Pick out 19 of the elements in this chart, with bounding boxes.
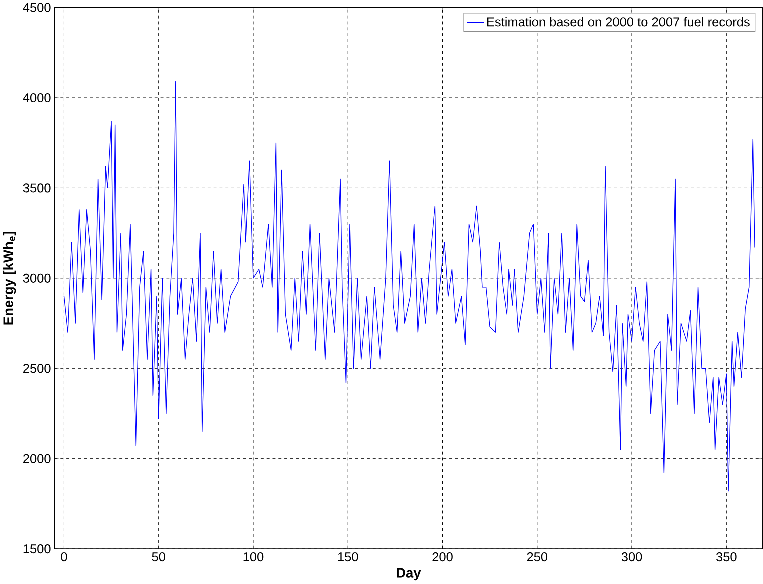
x-tick-label: 350 [716, 552, 737, 562]
y-tick-label: 4500 [23, 3, 51, 12]
x-axis-title: Day [397, 568, 422, 581]
x-tick-label: 50 [152, 552, 166, 562]
y-tick-label: 2000 [24, 454, 51, 464]
x-tick-label: 200 [432, 552, 453, 562]
line-series [64, 81, 756, 492]
x-tick-label: 300 [622, 552, 642, 562]
legend-label: Estimation based on 2000 to 2007 fuel records [487, 17, 750, 27]
x-tick-label: 100 [244, 552, 264, 562]
y-tick-label: 4000 [23, 94, 51, 103]
y-tick-label: 3500 [23, 184, 51, 193]
y-axis-title: Energy [kWh$_{e}$] [3, 232, 16, 325]
y-tick-label: 3000 [23, 274, 51, 283]
y-tick-label: 1500 [24, 544, 51, 554]
x-tick-label: 0 [61, 552, 68, 562]
x-tick-label: 150 [338, 552, 358, 562]
y-tick-label: 2500 [24, 364, 51, 374]
x-tick-label: 250 [527, 552, 548, 562]
